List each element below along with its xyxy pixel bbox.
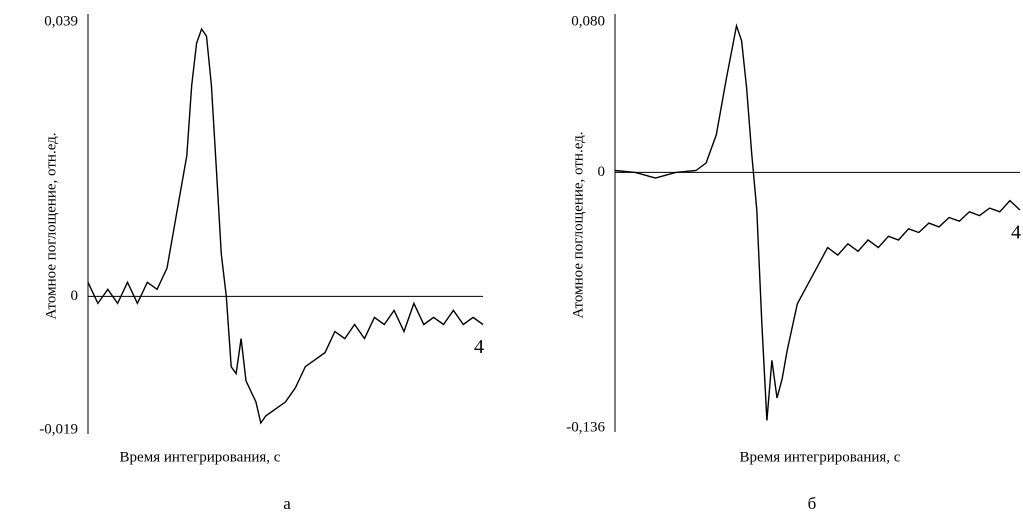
y-axis-label: Атомное поглощение, отн.ед.	[570, 131, 586, 318]
y-tick-label: 0,080	[571, 13, 605, 29]
y-tick-label: -0,136	[566, 419, 605, 435]
curve-label: 4	[1011, 222, 1021, 244]
y-tick-label: -0,019	[39, 421, 78, 437]
y-tick-label: 0,039	[44, 13, 78, 29]
data-line	[87, 27, 484, 425]
data-line	[614, 23, 1021, 421]
x-axis-label: Время интегрирования, с	[740, 449, 901, 465]
subplot-label: а	[283, 494, 291, 513]
curve-label: 4	[474, 336, 484, 358]
y-axis-label: Атомное поглощение, отн.ед.	[43, 132, 59, 319]
subplot-label: б	[808, 494, 817, 513]
y-tick-label: 0	[598, 164, 606, 180]
x-axis-label: Время интегрирования, с	[120, 449, 281, 465]
y-tick-label: 0	[71, 288, 79, 304]
